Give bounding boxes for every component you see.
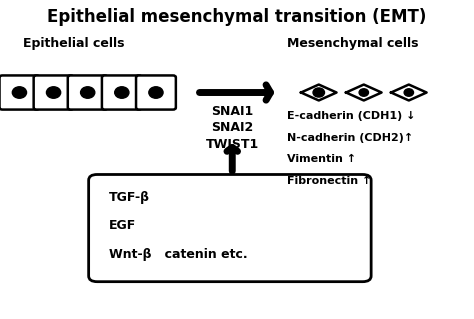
Ellipse shape [12, 87, 27, 98]
Ellipse shape [115, 87, 129, 98]
FancyBboxPatch shape [136, 76, 176, 109]
Text: Fibronectin ↑: Fibronectin ↑ [287, 176, 371, 186]
Text: TWIST1: TWIST1 [206, 138, 259, 151]
FancyBboxPatch shape [89, 174, 371, 282]
Ellipse shape [81, 87, 95, 98]
Text: Epithelial mesenchymal transition (EMT): Epithelial mesenchymal transition (EMT) [47, 8, 427, 26]
Text: Wnt-β   catenin etc.: Wnt-β catenin etc. [109, 248, 247, 261]
Ellipse shape [149, 87, 163, 98]
Ellipse shape [359, 89, 368, 96]
Ellipse shape [46, 87, 61, 98]
FancyBboxPatch shape [102, 76, 142, 109]
Text: EGF: EGF [109, 219, 136, 233]
Text: Epithelial cells: Epithelial cells [23, 37, 124, 50]
Text: Vimentin ↑: Vimentin ↑ [287, 154, 356, 164]
Text: N-cadherin (CDH2)↑: N-cadherin (CDH2)↑ [287, 133, 413, 143]
FancyBboxPatch shape [0, 76, 39, 109]
Ellipse shape [313, 88, 325, 97]
FancyBboxPatch shape [34, 76, 73, 109]
Text: SNAI1: SNAI1 [211, 105, 254, 118]
Text: Mesenchymal cells: Mesenchymal cells [287, 37, 419, 50]
Text: TGF-β: TGF-β [109, 191, 150, 204]
Ellipse shape [404, 89, 413, 96]
FancyBboxPatch shape [68, 76, 108, 109]
Text: SNAI2: SNAI2 [211, 121, 254, 134]
Text: E-cadherin (CDH1) ↓: E-cadherin (CDH1) ↓ [287, 111, 415, 121]
